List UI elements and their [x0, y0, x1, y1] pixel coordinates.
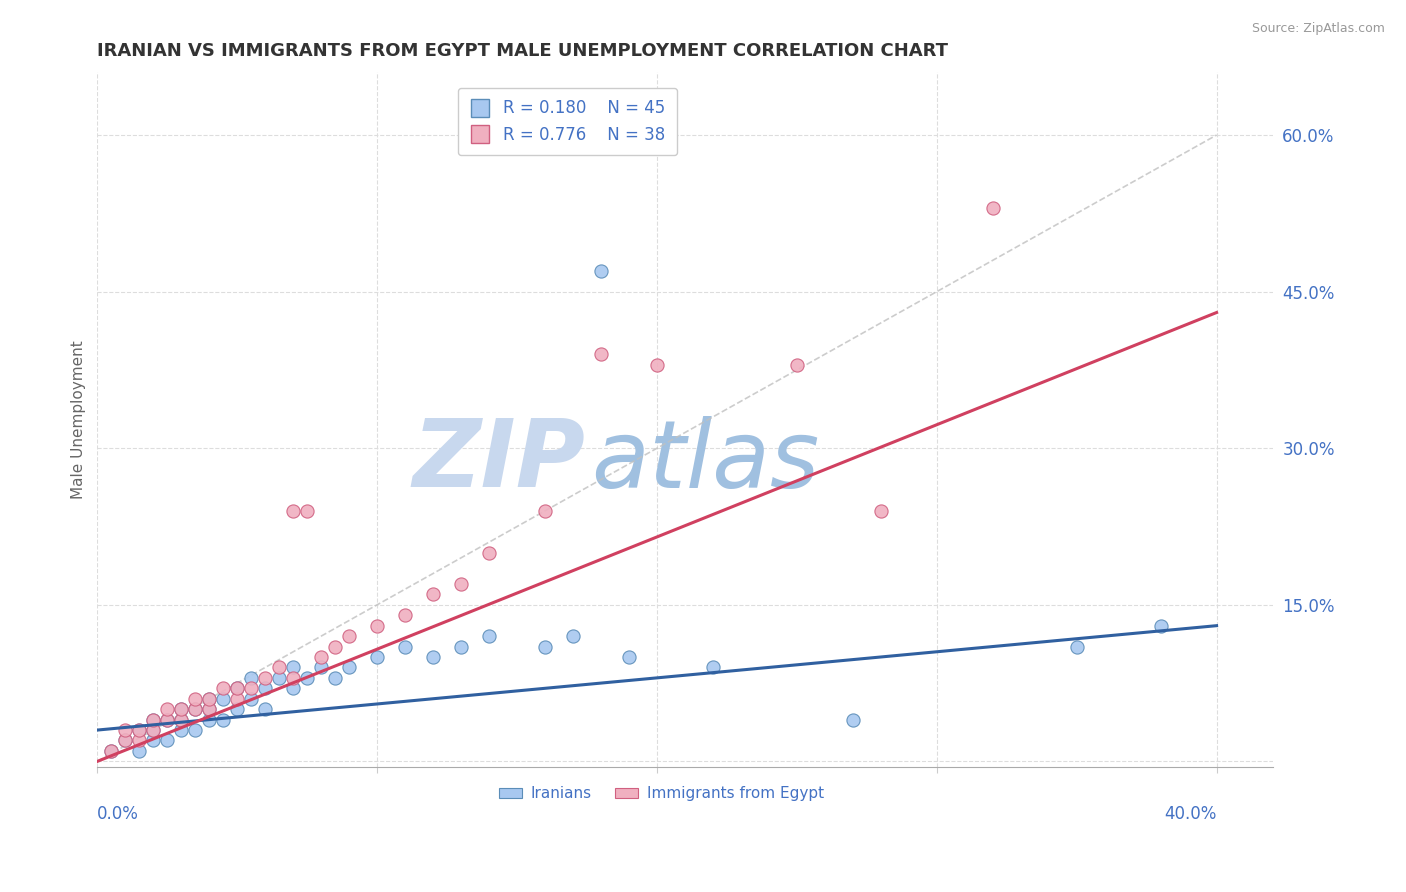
Point — [198, 691, 221, 706]
Point — [323, 671, 346, 685]
Point — [226, 681, 249, 696]
Point — [226, 681, 249, 696]
Point — [170, 702, 193, 716]
Point — [450, 640, 472, 654]
Point — [589, 347, 612, 361]
Point — [422, 587, 444, 601]
Point — [562, 629, 585, 643]
Point — [337, 660, 360, 674]
Point — [309, 650, 332, 665]
Point — [534, 640, 557, 654]
Point — [198, 691, 221, 706]
Point — [1149, 618, 1171, 632]
Point — [394, 640, 416, 654]
Point — [198, 702, 221, 716]
Point — [128, 723, 150, 737]
Point — [212, 691, 235, 706]
Point — [254, 671, 277, 685]
Point — [981, 201, 1004, 215]
Point — [128, 723, 150, 737]
Point — [422, 650, 444, 665]
Point — [283, 681, 305, 696]
Point — [198, 702, 221, 716]
Point — [534, 504, 557, 518]
Text: Source: ZipAtlas.com: Source: ZipAtlas.com — [1251, 22, 1385, 36]
Point — [184, 723, 207, 737]
Point — [645, 358, 668, 372]
Point — [184, 702, 207, 716]
Point — [142, 723, 165, 737]
Text: atlas: atlas — [591, 416, 820, 507]
Point — [170, 723, 193, 737]
Point — [269, 660, 291, 674]
Point — [156, 713, 179, 727]
Point — [114, 723, 136, 737]
Point — [1066, 640, 1088, 654]
Point — [478, 629, 501, 643]
Point — [100, 744, 122, 758]
Point — [394, 608, 416, 623]
Point — [869, 504, 891, 518]
Point — [366, 618, 388, 632]
Point — [184, 702, 207, 716]
Point — [254, 702, 277, 716]
Point — [450, 577, 472, 591]
Point — [269, 671, 291, 685]
Point — [142, 723, 165, 737]
Point — [100, 744, 122, 758]
Point — [283, 660, 305, 674]
Point — [254, 681, 277, 696]
Point — [156, 733, 179, 747]
Point — [702, 660, 724, 674]
Point — [212, 713, 235, 727]
Text: 40.0%: 40.0% — [1164, 805, 1216, 823]
Text: IRANIAN VS IMMIGRANTS FROM EGYPT MALE UNEMPLOYMENT CORRELATION CHART: IRANIAN VS IMMIGRANTS FROM EGYPT MALE UN… — [97, 42, 949, 60]
Point — [226, 691, 249, 706]
Point — [212, 681, 235, 696]
Point — [114, 733, 136, 747]
Point — [240, 671, 263, 685]
Point — [142, 713, 165, 727]
Point — [128, 733, 150, 747]
Legend: Iranians, Immigrants from Egypt: Iranians, Immigrants from Egypt — [492, 780, 830, 807]
Point — [128, 744, 150, 758]
Point — [309, 660, 332, 674]
Point — [295, 671, 318, 685]
Point — [366, 650, 388, 665]
Point — [240, 691, 263, 706]
Point — [170, 702, 193, 716]
Point — [142, 733, 165, 747]
Text: 0.0%: 0.0% — [97, 805, 139, 823]
Point — [184, 691, 207, 706]
Point — [114, 733, 136, 747]
Point — [295, 504, 318, 518]
Point — [226, 702, 249, 716]
Point — [617, 650, 640, 665]
Point — [156, 713, 179, 727]
Y-axis label: Male Unemployment: Male Unemployment — [72, 340, 86, 499]
Point — [589, 264, 612, 278]
Point — [478, 546, 501, 560]
Text: ZIP: ZIP — [412, 415, 585, 508]
Point — [170, 713, 193, 727]
Point — [323, 640, 346, 654]
Point — [337, 629, 360, 643]
Point — [283, 671, 305, 685]
Point — [170, 713, 193, 727]
Point — [198, 713, 221, 727]
Point — [142, 713, 165, 727]
Point — [842, 713, 865, 727]
Point — [240, 681, 263, 696]
Point — [156, 702, 179, 716]
Point — [283, 504, 305, 518]
Point — [786, 358, 808, 372]
